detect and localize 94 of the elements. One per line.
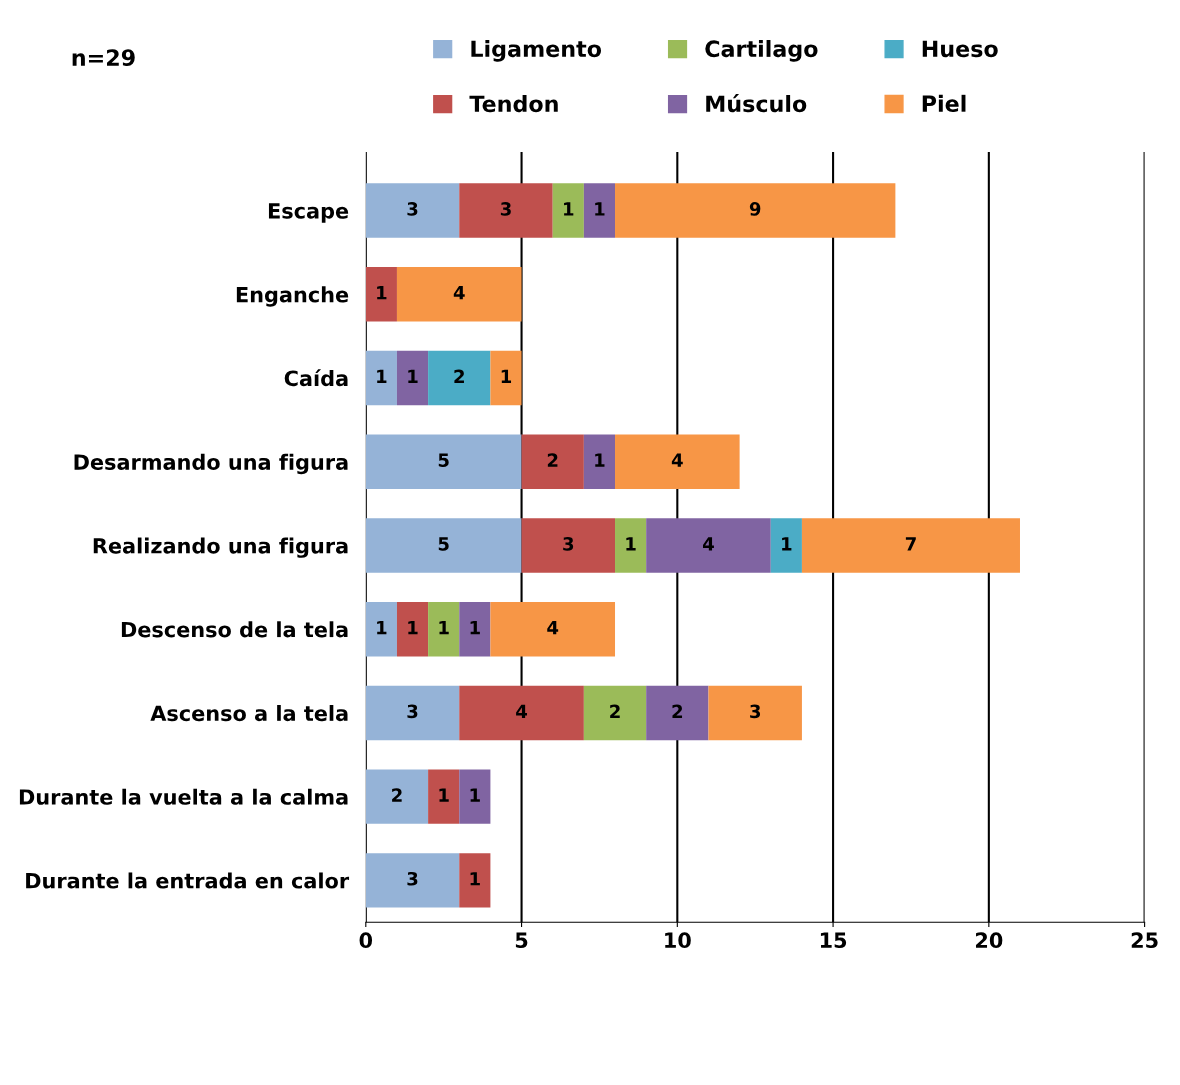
data-label: 2 <box>547 453 558 467</box>
bar <box>521 434 584 489</box>
data-label: 2 <box>392 788 402 802</box>
bar <box>396 350 429 406</box>
data-label: 1 <box>408 369 418 383</box>
data-label: 3 <box>407 871 418 886</box>
bar <box>552 183 584 238</box>
data-label: 2 <box>672 704 683 718</box>
bar <box>646 518 771 573</box>
y-tick-label: Enganche <box>236 286 349 307</box>
data-label: 3 <box>407 202 418 216</box>
bar <box>459 183 553 238</box>
data-label: 5 <box>438 453 449 467</box>
legend-label: Ligamento <box>471 39 602 62</box>
bar <box>708 685 802 741</box>
data-label: 1 <box>439 788 449 802</box>
x-tick-label: 25 <box>1131 932 1158 949</box>
y-tick-label: Escape <box>268 203 349 223</box>
bar <box>428 769 460 824</box>
data-label: 1 <box>408 621 418 635</box>
bar <box>583 434 616 489</box>
data-label: 4 <box>516 704 528 718</box>
data-label: 1 <box>564 202 574 216</box>
data-label: 1 <box>377 369 387 383</box>
y-tick-label: Durante la vuelta a la calma <box>19 788 348 805</box>
bar <box>615 518 647 573</box>
y-tick-label: Realizando una figura <box>93 537 348 558</box>
data-label: 4 <box>547 621 559 635</box>
data-label: 5 <box>438 537 449 551</box>
data-label: 3 <box>563 537 574 551</box>
data-label: 1 <box>470 621 480 635</box>
data-label: 3 <box>407 704 418 719</box>
data-label: 1 <box>595 453 605 467</box>
data-label: 1 <box>626 537 636 551</box>
text: n=29 <box>72 49 135 67</box>
data-label: 1 <box>439 621 449 635</box>
x-tick-label: 15 <box>820 932 847 949</box>
bar <box>365 769 429 824</box>
y-tick-label: Descenso de la tela <box>121 621 348 638</box>
bar <box>615 434 740 489</box>
bar <box>365 183 460 238</box>
data-label: 4 <box>671 453 683 467</box>
data-label: 1 <box>377 286 387 300</box>
y-tick-label: Durante la entrada en calor <box>26 872 350 889</box>
bar <box>615 183 896 238</box>
data-label: 4 <box>453 286 465 300</box>
bar <box>583 685 647 741</box>
data-label: 1 <box>782 537 792 551</box>
legend-label: Cartilago <box>705 39 818 62</box>
data-label: 1 <box>377 621 387 635</box>
legend-label: Hueso <box>922 40 998 58</box>
bar <box>396 601 429 657</box>
data-label: 1 <box>470 872 480 886</box>
data-label: 4 <box>703 537 714 551</box>
data-label: 7 <box>905 537 916 551</box>
bar <box>365 601 397 657</box>
data-label: 2 <box>454 369 464 383</box>
bar <box>428 601 460 657</box>
data-label: 3 <box>750 704 761 719</box>
data-label: 1 <box>501 369 512 383</box>
x-tick-label: 10 <box>665 932 691 949</box>
bar <box>459 685 584 741</box>
data-label: 1 <box>470 788 480 802</box>
y-tick-label: Ascenso a la tela <box>150 705 348 722</box>
bar <box>459 601 491 657</box>
bar <box>770 518 802 573</box>
data-label: 9 <box>749 202 761 216</box>
bar <box>428 350 491 406</box>
y-tick-label: Caída <box>284 369 348 387</box>
legend-label: Tendon <box>469 94 558 113</box>
bar <box>365 434 522 489</box>
bar <box>365 267 397 322</box>
bar <box>459 853 491 908</box>
legend-label: Piel <box>922 94 966 113</box>
bar <box>396 267 522 322</box>
x-tick-label: 5 <box>515 932 528 949</box>
data-label: 2 <box>610 704 620 718</box>
y-tick-label: Desarmando una figura <box>74 453 348 475</box>
bar <box>490 601 616 657</box>
bar <box>365 853 460 908</box>
bar <box>583 183 616 238</box>
x-tick-label: 0 <box>359 932 373 949</box>
bar <box>646 685 709 741</box>
bar <box>365 685 460 741</box>
bar <box>801 518 1020 573</box>
bar <box>490 350 522 406</box>
data-label: 3 <box>500 202 511 216</box>
bar <box>365 350 397 406</box>
bar <box>365 518 522 573</box>
data-label: 1 <box>595 202 605 216</box>
x-tick-label: 20 <box>975 932 1003 949</box>
bar <box>521 518 616 573</box>
legend-label: Músculo <box>706 94 807 113</box>
bar <box>459 769 491 824</box>
